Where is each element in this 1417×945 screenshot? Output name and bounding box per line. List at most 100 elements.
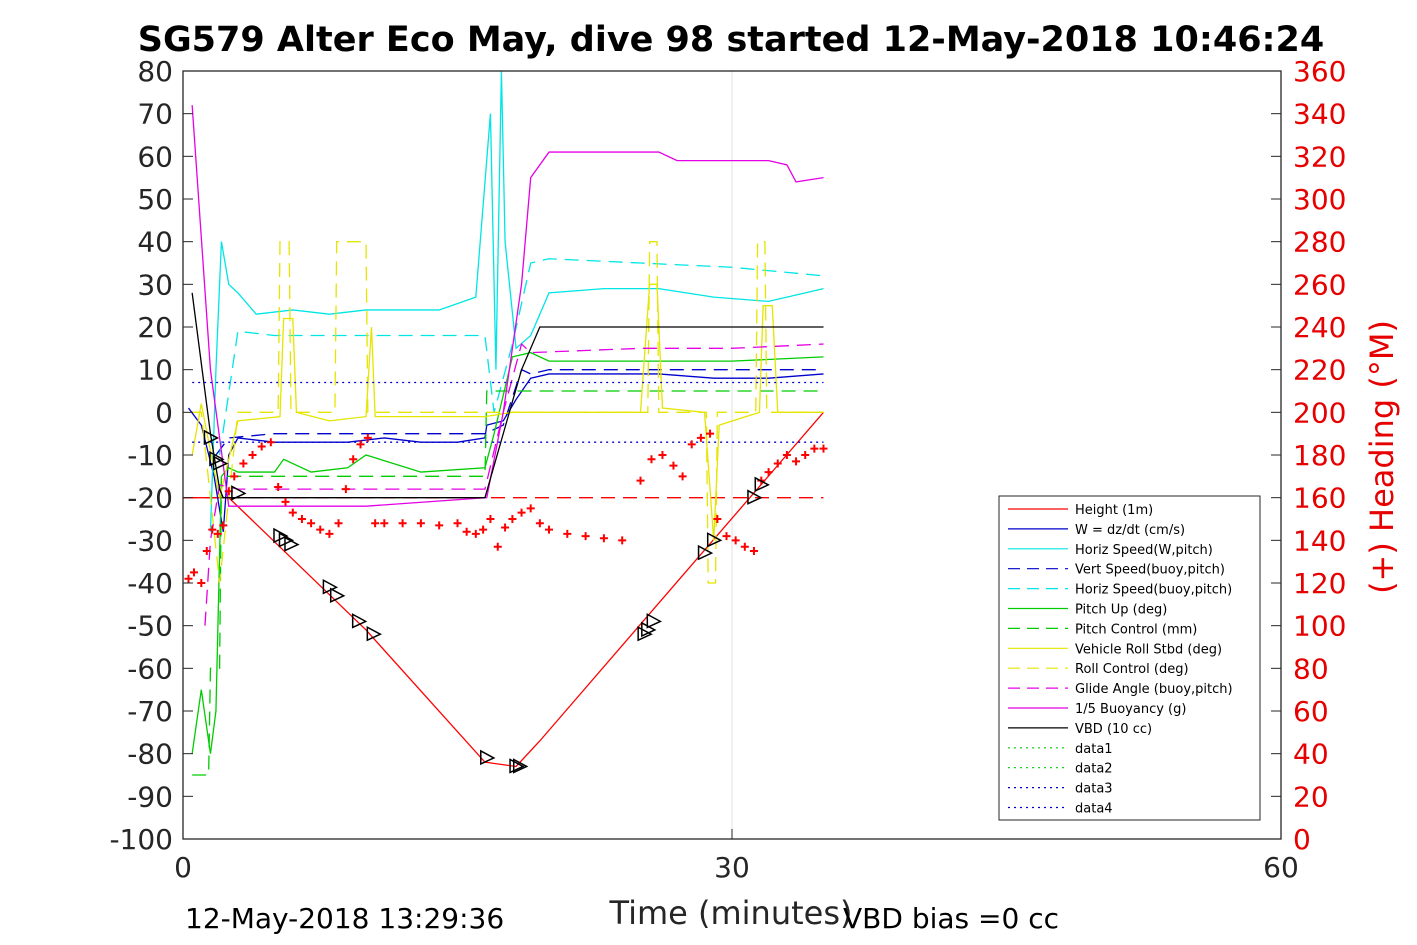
y-tick-label: -60 — [127, 652, 173, 685]
heading-point — [349, 455, 358, 464]
heading-point — [731, 536, 740, 545]
y-right-tick-label: 0 — [1293, 823, 1311, 856]
heading-point — [281, 497, 290, 506]
chart-title: SG579 Alter Eco May, dive 98 started 12-… — [138, 20, 1325, 60]
legend-label: 1/5 Buoyancy (g) — [1075, 702, 1186, 717]
series-line-11 — [191, 292, 824, 499]
heading-point — [248, 451, 257, 459]
heading-point — [363, 433, 372, 442]
y-axis-left: 80 70 60 50 40 30 20 10 0 -10 -20 -30 -40 -50 -60 -70 -8… — [109, 55, 193, 856]
y-tick-label: 40 — [137, 226, 173, 259]
x-axis-label: Time (minutes) — [609, 894, 853, 932]
series-layer — [183, 70, 824, 776]
heading-point — [713, 515, 722, 523]
legend-label: Horiz Speed(buoy,pitch) — [1075, 583, 1232, 598]
heading-point — [722, 532, 731, 541]
series-line-6 — [192, 390, 824, 776]
y-right-tick-label: 280 — [1293, 226, 1346, 259]
heading-point — [535, 519, 544, 528]
legend-label: Glide Angle (buoy,pitch) — [1075, 682, 1233, 697]
heading-point — [471, 529, 480, 538]
turn-marker — [322, 579, 339, 595]
y-tick-label: 80 — [137, 55, 173, 88]
heading-point — [706, 429, 715, 438]
heading-point — [257, 442, 266, 451]
heading-point — [599, 534, 608, 543]
heading-point — [819, 444, 828, 453]
turn-marker — [273, 527, 289, 544]
y-tick-label: -70 — [127, 695, 173, 728]
turn-marker — [209, 451, 225, 467]
footer-vbd-bias: VBD bias =0 cc — [843, 902, 1059, 935]
y-tick-label: 10 — [137, 354, 173, 387]
y-right-tick-label: 20 — [1293, 780, 1329, 813]
heading-point — [288, 508, 297, 517]
y-right-tick-label: 200 — [1293, 396, 1346, 429]
y-tick-label: -100 — [109, 823, 173, 856]
turn-marker — [697, 544, 714, 561]
turn-marker — [637, 625, 653, 642]
y-right-tick-label: 100 — [1293, 610, 1346, 643]
heading-point — [334, 519, 343, 528]
y-right-tick-label: 140 — [1293, 524, 1346, 557]
legend-label: Horiz Speed(W,pitch) — [1075, 543, 1213, 558]
heading-point — [801, 451, 810, 459]
turn-marker — [231, 485, 247, 501]
x-tick-label: 60 — [1263, 851, 1299, 884]
y-right-tick-label: 180 — [1293, 439, 1346, 472]
turn-marker — [512, 758, 529, 774]
series-line-4 — [218, 258, 824, 456]
y-right-tick-label: 260 — [1293, 268, 1346, 301]
legend-label: Roll Control (deg) — [1075, 662, 1189, 677]
heading-point — [773, 459, 782, 468]
y-right-tick-label: 80 — [1293, 652, 1329, 685]
series-line-7 — [191, 283, 824, 541]
heading-point — [764, 468, 773, 477]
legend-label: data3 — [1075, 782, 1113, 797]
y-tick-label: -30 — [127, 524, 173, 557]
y-tick-label: -20 — [127, 482, 173, 515]
series-line-5 — [191, 351, 824, 754]
y-right-tick-label: 300 — [1293, 183, 1346, 216]
series-line-10 — [191, 105, 824, 507]
heading-point — [453, 519, 462, 528]
y-right-tick-label: 40 — [1293, 738, 1329, 771]
turn-marker — [329, 587, 346, 603]
legend-label: Vehicle Roll Stbd (deg) — [1075, 642, 1222, 657]
heading-point — [581, 532, 590, 541]
heading-point — [184, 574, 193, 583]
y-right-tick-label: 220 — [1293, 354, 1346, 387]
heading-point — [297, 515, 306, 523]
heading-point — [416, 519, 425, 528]
heading-point — [341, 485, 350, 494]
heading-point — [307, 519, 316, 528]
heading-point — [501, 523, 510, 532]
heading-point — [371, 519, 380, 528]
turn-marker — [212, 455, 229, 471]
legend-label: data2 — [1075, 762, 1113, 777]
y-tick-label: 20 — [137, 311, 173, 344]
heading-point — [189, 568, 198, 577]
legend-label: data4 — [1075, 802, 1113, 817]
y-right-tick-label: 120 — [1293, 567, 1346, 600]
heading-point — [213, 529, 222, 538]
turn-marker — [646, 613, 662, 629]
y-tick-label: 0 — [155, 396, 173, 429]
legend-label: data1 — [1075, 742, 1113, 757]
y-right-tick-label: 340 — [1293, 98, 1346, 131]
heading-point — [749, 547, 758, 555]
turn-marker — [706, 532, 723, 548]
turn-marker — [351, 613, 368, 629]
legend-label: Height (1m) — [1075, 503, 1153, 518]
y-tick-label: 30 — [137, 268, 173, 301]
legend-label: W = dz/dt (cm/s) — [1075, 523, 1185, 538]
heading-point — [669, 461, 678, 470]
legend-label: Vert Speed(buoy,pitch) — [1075, 563, 1225, 578]
heading-point — [740, 542, 749, 551]
heading-point — [792, 457, 801, 466]
heading-point — [325, 529, 334, 538]
turn-marker — [278, 532, 295, 548]
y-tick-label: 50 — [137, 183, 173, 216]
series-line-9 — [204, 342, 824, 626]
